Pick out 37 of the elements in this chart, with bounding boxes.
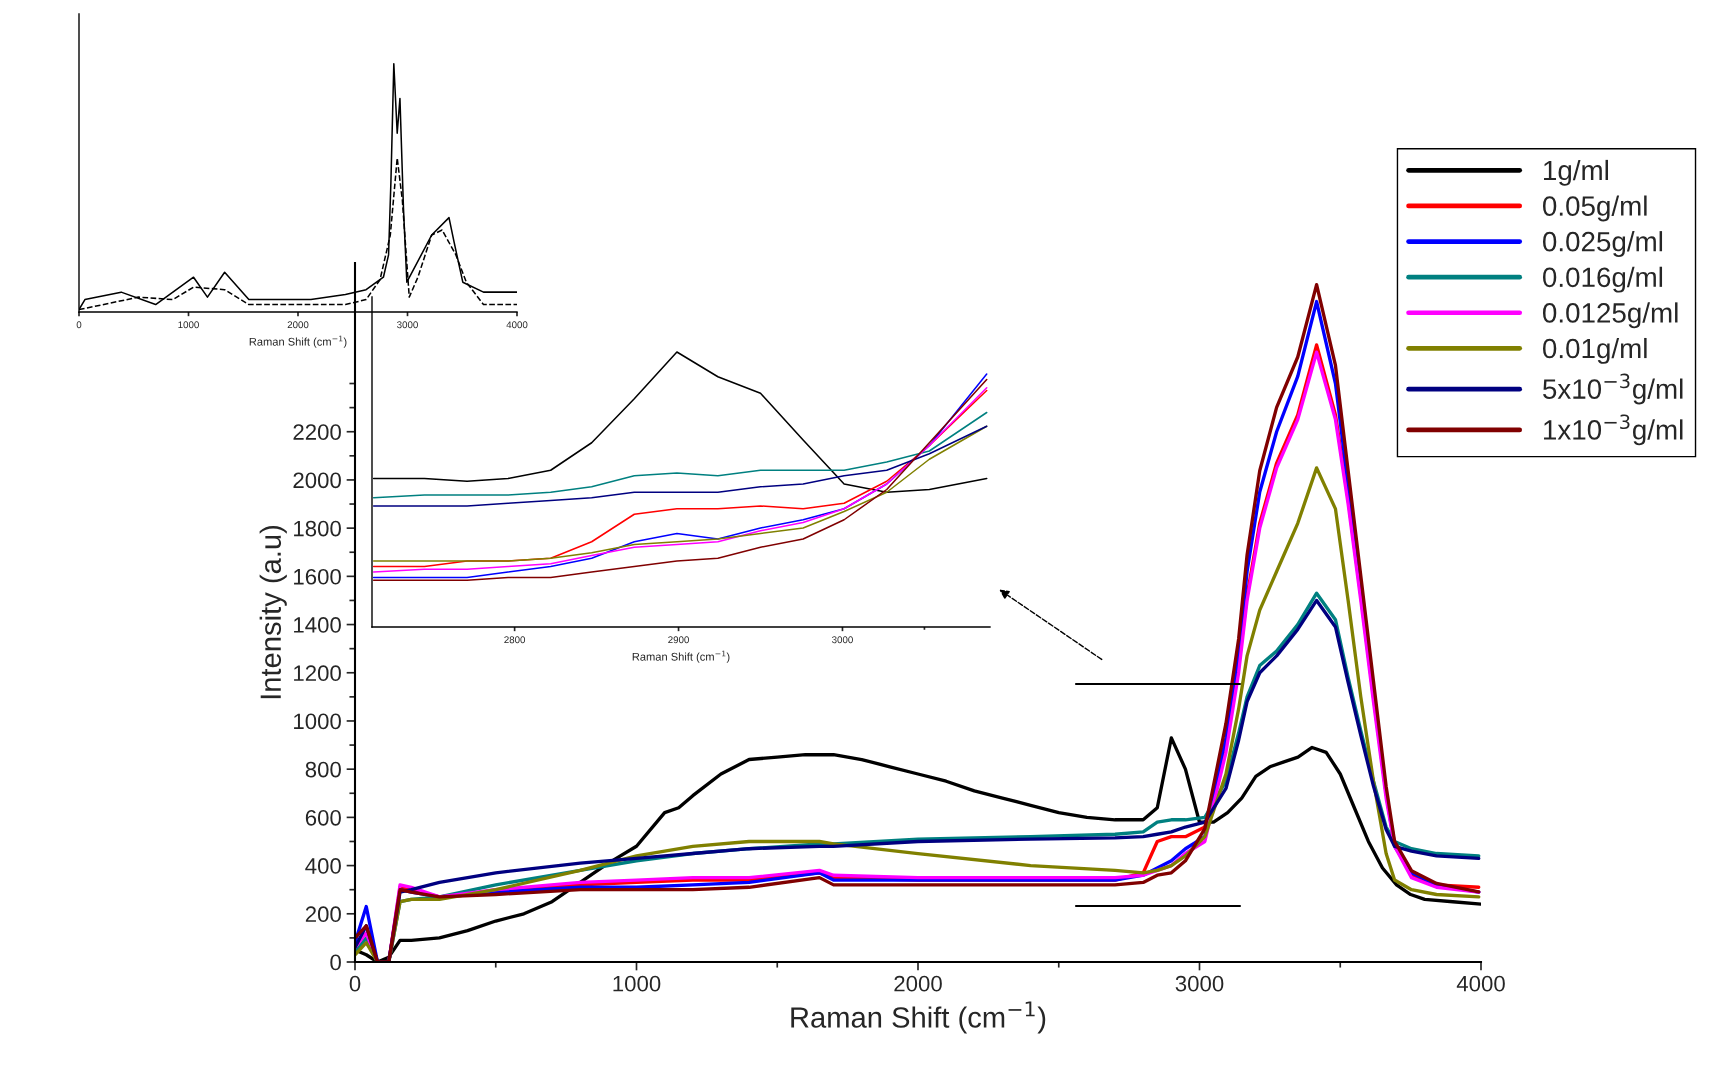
y-tick-label: 1000: [294, 713, 341, 730]
legend-label: 0.0125g/ml: [1542, 302, 1678, 329]
y-tick-label: 400: [305, 858, 341, 874]
y-tick-label: 600: [305, 809, 341, 826]
legend-label: 0.05g/ml: [1542, 195, 1647, 222]
y-tick-label: 200: [305, 906, 341, 923]
y-tick-label: 1200: [294, 665, 341, 682]
y-tick-label: 1400: [294, 617, 341, 633]
x-tick-label: 0: [349, 975, 361, 992]
x-tick-label: 2800: [504, 636, 526, 644]
y-tick-label: 800: [305, 761, 341, 778]
x-tick-label: 0: [76, 321, 82, 329]
legend-label: 1x10$^{−3}$g/ml: [1544, 414, 1683, 446]
legend-label: 0.01g/ml: [1542, 337, 1647, 364]
x-tick-label: 1000: [178, 321, 199, 329]
x-tick-label: 3000: [397, 321, 418, 329]
x-tick-label: 2000: [287, 321, 309, 329]
legend-label: 1g/ml: [1544, 159, 1608, 186]
y-tick-label: 2200: [293, 424, 341, 440]
y-tick-label: 0: [330, 954, 341, 971]
x-axis-title: Raman Shift (cm$^{−1}$): [791, 1001, 1046, 1034]
x-tick-label: 3000: [832, 636, 853, 644]
x-tick-label: 2900: [668, 636, 689, 644]
x-tick-label: 2000: [894, 975, 942, 992]
x-tick-label: 4000: [506, 321, 528, 329]
x-axis-title: Raman Shift (cm$^{−1}$): [249, 335, 347, 348]
x-tick-label: 3000: [1175, 975, 1224, 992]
y-tick-label: 2000: [293, 472, 341, 489]
legend-label: 5x10$^{−3}$g/ml: [1543, 373, 1683, 405]
y-tick-label: 1800: [294, 520, 341, 537]
x-tick-label: 1000: [613, 975, 661, 992]
legend-label: 0.025g/ml: [1542, 231, 1663, 257]
x-tick-label: 4000: [1456, 975, 1505, 992]
y-tick-label: 1600: [294, 568, 341, 585]
legend-label: 0.016g/ml: [1542, 266, 1663, 293]
y-axis-title: Intensity (a.u): [259, 525, 287, 699]
x-axis-title: Raman Shift (cm$^{−1}$): [632, 650, 730, 663]
